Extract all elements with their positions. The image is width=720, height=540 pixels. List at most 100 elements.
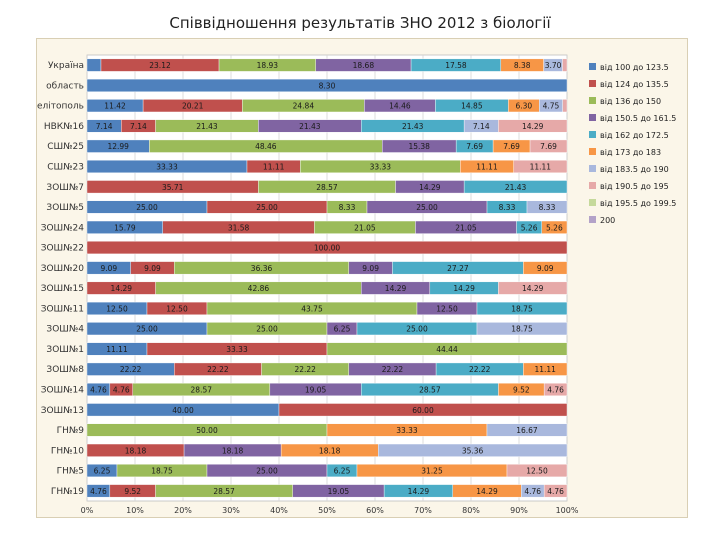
data-label: 22.22 <box>382 365 404 374</box>
data-label: 9.09 <box>537 264 554 273</box>
data-label: 28.57 <box>191 386 213 395</box>
legend-swatch <box>589 131 596 138</box>
data-label: 18.75 <box>151 467 173 476</box>
data-label: 11.11 <box>106 345 128 354</box>
data-label: 14.29 <box>419 183 441 192</box>
data-label: 25.00 <box>136 203 158 212</box>
bar-segment <box>86 241 568 255</box>
data-label: 9.09 <box>100 264 117 273</box>
legend-label: від 190.5 до 195 <box>600 182 669 191</box>
data-label: 7.69 <box>540 142 557 151</box>
data-label: 3.70 <box>545 61 562 70</box>
data-label: 12.50 <box>106 304 128 313</box>
bar-segment <box>562 99 568 113</box>
legend-swatch <box>589 199 596 206</box>
bar-segment <box>378 443 568 457</box>
data-label: 4.76 <box>113 386 130 395</box>
bar-segment <box>523 362 568 376</box>
category-label: ЗОШ№15 <box>41 284 84 294</box>
data-label: 7.14 <box>473 122 490 131</box>
category-label: Мелітополь <box>37 102 84 112</box>
data-label: 7.14 <box>130 122 147 131</box>
data-label: 33.33 <box>396 426 418 435</box>
data-label: 33.33 <box>370 163 392 172</box>
data-label: 14.29 <box>385 284 407 293</box>
data-label: 8.30 <box>319 81 336 90</box>
data-label: 14.29 <box>111 284 133 293</box>
data-label: 6.25 <box>334 325 351 334</box>
data-label: 14.29 <box>408 487 430 496</box>
data-label: 22.22 <box>120 365 142 374</box>
data-label: 14.29 <box>453 284 475 293</box>
data-label: 18.18 <box>222 446 244 455</box>
legend-label: від 100 до 123.5 <box>600 63 669 72</box>
data-label: 7.69 <box>466 142 483 151</box>
bar-segment <box>498 281 568 295</box>
data-label: 8.33 <box>539 203 556 212</box>
data-label: 14.85 <box>461 102 483 111</box>
data-label: 25.00 <box>406 325 428 334</box>
data-label: 4.76 <box>90 487 107 496</box>
data-label: 5.26 <box>546 223 563 232</box>
data-label: 11.11 <box>263 163 285 172</box>
bar-segment <box>513 160 568 173</box>
x-tick-label: 80% <box>462 506 480 515</box>
legend-swatch <box>589 216 596 223</box>
data-label: 35.36 <box>462 446 484 455</box>
data-label: 21.05 <box>455 223 477 232</box>
category-label: СШ№23 <box>47 163 84 173</box>
legend-label: від 195.5 до 199.5 <box>600 199 676 208</box>
bar-segment <box>476 301 568 315</box>
category-label: ЗОШ№1 <box>46 345 84 355</box>
data-label: 12.50 <box>436 304 458 313</box>
data-label: 25.00 <box>256 203 278 212</box>
data-label: 9.09 <box>144 264 161 273</box>
category-label: ЗОШ№4 <box>46 325 84 335</box>
bar-segment <box>326 342 568 356</box>
data-label: 14.29 <box>476 487 498 496</box>
legend-swatch <box>589 80 596 87</box>
data-label: 36.36 <box>251 264 273 273</box>
data-label: 12.99 <box>107 142 129 151</box>
data-label: 21.43 <box>505 183 527 192</box>
data-label: 6.30 <box>515 102 532 111</box>
data-label: 11.42 <box>104 102 126 111</box>
data-label: 31.58 <box>228 223 250 232</box>
data-label: 4.76 <box>90 386 107 395</box>
x-tick-label: 60% <box>366 506 384 515</box>
category-label: область <box>46 81 84 91</box>
x-tick-label: 30% <box>222 506 240 515</box>
data-label: 17.58 <box>445 61 467 70</box>
bar-segment <box>523 261 568 275</box>
legend-label: від 162 до 172.5 <box>600 131 669 140</box>
data-label: 14.29 <box>522 284 544 293</box>
data-label: 40.00 <box>172 406 194 415</box>
category-label: НВК№16 <box>44 122 84 132</box>
bar-segment <box>278 403 568 417</box>
data-label: 6.25 <box>334 467 351 476</box>
data-label: 21.43 <box>196 122 218 131</box>
legend-swatch <box>589 97 596 104</box>
category-label: ЗОШ№24 <box>41 223 85 233</box>
data-label: 6.25 <box>94 467 111 476</box>
legend-swatch <box>589 63 596 70</box>
data-label: 22.22 <box>469 365 491 374</box>
data-label: 100.00 <box>314 244 340 253</box>
category-label: ЗОШ№22 <box>41 244 84 254</box>
data-label: 22.22 <box>294 365 316 374</box>
data-label: 24.84 <box>293 102 315 111</box>
data-label: 23.12 <box>149 61 171 70</box>
data-label: 12.50 <box>526 467 548 476</box>
x-tick-label: 90% <box>510 506 528 515</box>
data-label: 20.21 <box>182 102 204 111</box>
data-label: 21.43 <box>402 122 424 131</box>
data-label: 4.76 <box>547 487 564 496</box>
data-label: 4.75 <box>543 102 560 111</box>
data-label: 28.57 <box>316 183 338 192</box>
legend-label: 200 <box>600 216 615 225</box>
data-label: 9.52 <box>513 386 530 395</box>
x-tick-label: 20% <box>174 506 192 515</box>
data-label: 42.86 <box>248 284 270 293</box>
bar-segment <box>86 58 102 72</box>
bar-segment <box>463 180 568 194</box>
